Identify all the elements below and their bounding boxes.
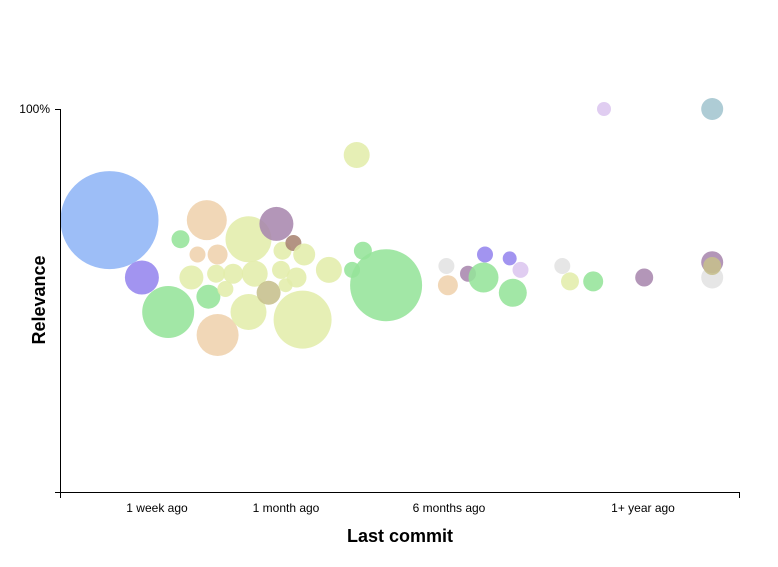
bubble-0[interactable] — [61, 171, 159, 269]
bubble-40[interactable] — [583, 271, 603, 291]
x-tick-label-1-year: 1+ year ago — [611, 501, 675, 515]
bubble-8[interactable] — [207, 265, 225, 283]
bubble-6[interactable] — [187, 200, 227, 240]
bubble-33[interactable] — [469, 263, 499, 293]
bubble-17[interactable] — [259, 207, 293, 241]
bubble-10[interactable] — [208, 245, 228, 265]
bubble-2[interactable] — [142, 286, 194, 338]
bubble-3[interactable] — [172, 230, 190, 248]
bubble-7[interactable] — [196, 285, 220, 309]
bubble-35[interactable] — [503, 251, 517, 265]
bubble-12[interactable] — [223, 264, 243, 284]
y-axis-title: Relevance — [29, 255, 49, 344]
x-tick-label-1-week: 1 week ago — [126, 501, 188, 515]
bubble-16[interactable] — [257, 281, 281, 305]
bubble-45[interactable] — [703, 257, 721, 275]
x-tick-label-6-months: 6 months ago — [413, 501, 486, 515]
bubble-41[interactable] — [597, 102, 611, 116]
bubble-34[interactable] — [477, 247, 493, 263]
bubble-31[interactable] — [438, 275, 458, 295]
bubble-38[interactable] — [554, 258, 570, 274]
bubble-29[interactable] — [350, 249, 422, 321]
bubble-25[interactable] — [316, 257, 342, 283]
bubble-46[interactable] — [701, 98, 723, 120]
x-axis: 1 week ago 1 month ago 6 months ago 1+ y… — [60, 493, 740, 547]
bubble-23[interactable] — [274, 291, 332, 349]
bubble-1[interactable] — [125, 261, 159, 295]
y-tick-label-100: 100% — [19, 102, 50, 116]
y-axis: 100% Relevance — [19, 102, 60, 493]
bubble-36[interactable] — [499, 279, 527, 307]
bubble-9[interactable] — [197, 314, 239, 356]
bubble-30[interactable] — [438, 258, 454, 274]
bubbles-layer — [61, 98, 724, 356]
bubble-27[interactable] — [344, 142, 370, 168]
bubble-24[interactable] — [293, 244, 315, 266]
bubble-37[interactable] — [513, 262, 529, 278]
x-axis-title: Last commit — [347, 526, 453, 546]
bubble-4[interactable] — [179, 266, 203, 290]
x-tick-label-1-month: 1 month ago — [253, 501, 320, 515]
bubble-22[interactable] — [287, 268, 307, 288]
bubble-39[interactable] — [561, 272, 579, 290]
bubble-42[interactable] — [635, 269, 653, 287]
bubble-5[interactable] — [190, 247, 206, 263]
